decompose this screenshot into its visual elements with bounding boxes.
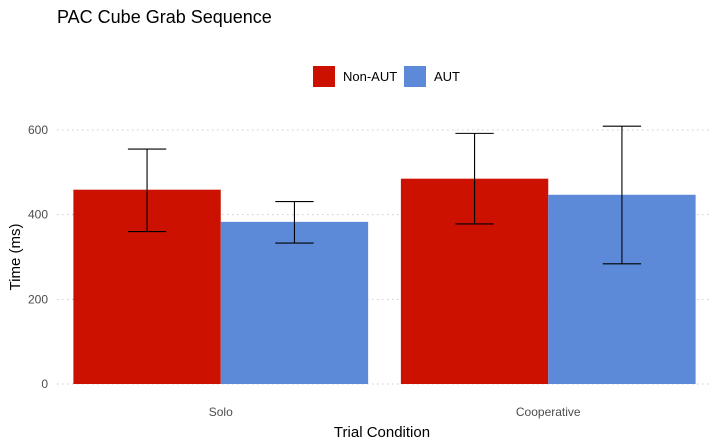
y-tick-label: 200 xyxy=(28,292,48,306)
x-axis-title: Trial Condition xyxy=(334,424,430,441)
error-bar xyxy=(275,200,314,244)
y-axis-title: Time (ms) xyxy=(7,224,24,291)
y-tick-label: 0 xyxy=(41,377,48,391)
y-axis-ticks: 0 200 400 600 xyxy=(28,123,48,391)
bars xyxy=(73,178,696,384)
legend-label: AUT xyxy=(434,69,460,84)
chart-title: PAC Cube Grab Sequence xyxy=(57,7,272,27)
error-bar xyxy=(455,132,494,225)
legend-swatch xyxy=(404,66,426,87)
y-tick-label: 600 xyxy=(28,123,48,137)
y-tick-label: 400 xyxy=(28,208,48,222)
error-bar xyxy=(127,148,167,233)
error-bars xyxy=(127,125,642,265)
x-axis-ticks: Solo Cooperative xyxy=(209,405,581,419)
x-tick-label: Solo xyxy=(209,405,233,419)
legend-label: Non-AUT xyxy=(343,69,397,84)
legend: Non-AUT AUT xyxy=(313,66,460,87)
legend-swatch xyxy=(313,66,335,87)
error-bar xyxy=(602,125,642,265)
bar-aut-solo xyxy=(220,221,369,384)
x-tick-label: Cooperative xyxy=(516,405,581,419)
